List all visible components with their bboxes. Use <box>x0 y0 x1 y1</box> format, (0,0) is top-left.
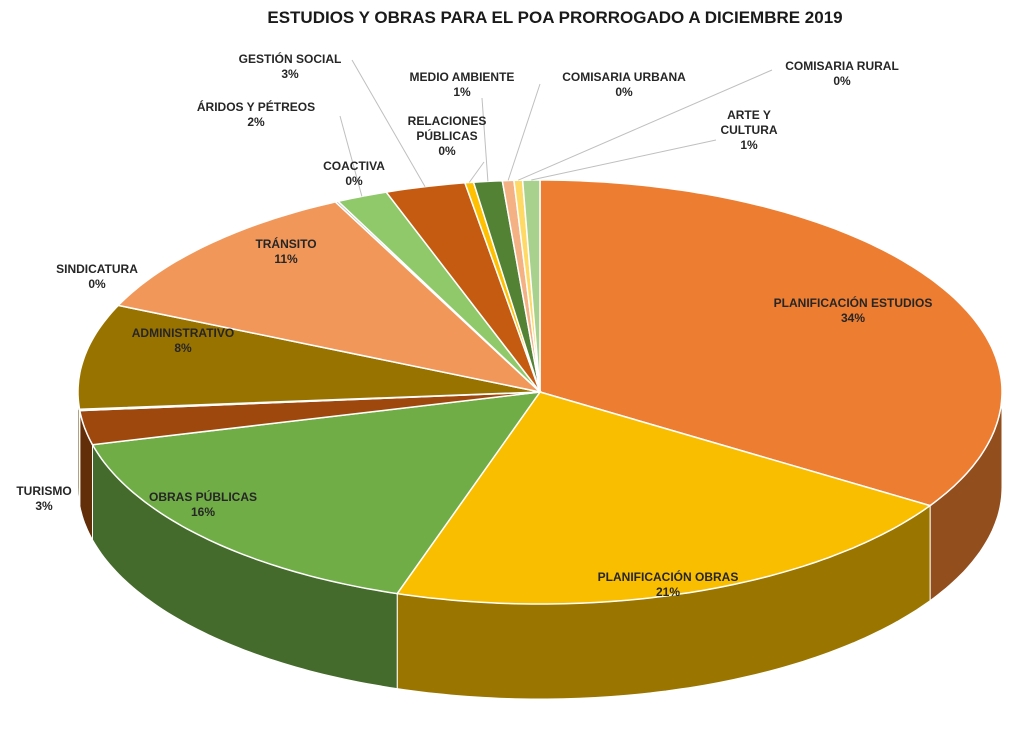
chart-title: ESTUDIOS Y OBRAS PARA EL POA PRORROGADO … <box>267 8 843 27</box>
value-label: 1% <box>740 138 758 152</box>
category-label: GESTIÓN SOCIAL <box>238 52 342 66</box>
data-label: COMISARIA URBANA 0% <box>549 70 699 100</box>
category-label: OBRAS PÚBLICAS <box>148 490 257 504</box>
slice <box>539 179 1003 507</box>
leader-line <box>339 115 363 197</box>
data-label: PLANIFICACIÓN OBRAS 21% <box>558 570 778 600</box>
slice <box>91 391 542 595</box>
leader-line <box>481 97 489 182</box>
value-label: 8% <box>174 341 192 355</box>
category-label: ARTE Y CULTURA <box>720 108 778 137</box>
value-label: 21% <box>655 585 681 599</box>
value-label: 0% <box>438 144 456 158</box>
leader-line <box>351 59 426 187</box>
value-label: 3% <box>281 67 299 81</box>
data-label: SINDICATURA 0% <box>42 262 152 292</box>
value-label: 0% <box>345 174 363 188</box>
leader-line <box>531 139 717 181</box>
data-label: TRÁNSITO 11% <box>236 237 336 267</box>
data-label: PLANIFICACIÓN ESTUDIOS 34% <box>743 296 963 326</box>
category-label: COMISARIA RURAL <box>785 59 899 73</box>
data-label: ADMINISTRATIVO 8% <box>103 326 263 356</box>
leader-line <box>507 83 541 181</box>
value-label: 2% <box>247 115 265 129</box>
category-label: COMISARIA URBANA <box>562 70 686 84</box>
category-label: MEDIO AMBIENTE <box>409 70 515 84</box>
value-label: 0% <box>833 74 851 88</box>
data-label: RELACIONES PÚBLICAS 0% <box>403 114 491 159</box>
category-label: SINDICATURA <box>56 262 138 276</box>
leader-line <box>518 69 773 181</box>
value-label: 3% <box>35 499 53 513</box>
data-label: MEDIO AMBIENTE 1% <box>392 70 532 100</box>
data-label: COMISARIA RURAL 0% <box>767 59 917 89</box>
value-label: 11% <box>274 252 298 266</box>
category-label: ÁRIDOS Y PÉTREOS <box>196 100 316 114</box>
data-label: OBRAS PÚBLICAS 16% <box>123 490 283 520</box>
data-label: ÁRIDOS Y PÉTREOS 2% <box>181 100 331 130</box>
data-label: ARTE Y CULTURA 1% <box>717 108 781 153</box>
data-label: TURISMO 3% <box>4 484 84 514</box>
slice <box>521 179 541 393</box>
data-label: GESTIÓN SOCIAL 3% <box>220 52 360 82</box>
category-label: TURISMO <box>16 484 72 498</box>
slice <box>77 304 541 411</box>
value-label: 1% <box>453 85 471 99</box>
slice <box>116 201 543 394</box>
value-label: 0% <box>88 277 106 291</box>
category-label: PLANIFICACIÓN OBRAS <box>597 570 739 584</box>
value-label: 0% <box>615 85 633 99</box>
value-label: 16% <box>190 505 216 519</box>
category-label: PLANIFICACIÓN ESTUDIOS <box>773 296 933 310</box>
slice <box>395 391 932 605</box>
category-label: COACTIVA <box>323 159 385 173</box>
slice <box>78 391 541 446</box>
value-label: 34% <box>840 311 866 325</box>
category-label: ADMINISTRATIVO <box>131 326 235 340</box>
category-label: TRÁNSITO <box>255 237 317 251</box>
data-label: COACTIVA 0% <box>314 159 394 189</box>
category-label: RELACIONES PÚBLICAS <box>407 114 487 143</box>
leader-line <box>468 161 485 183</box>
